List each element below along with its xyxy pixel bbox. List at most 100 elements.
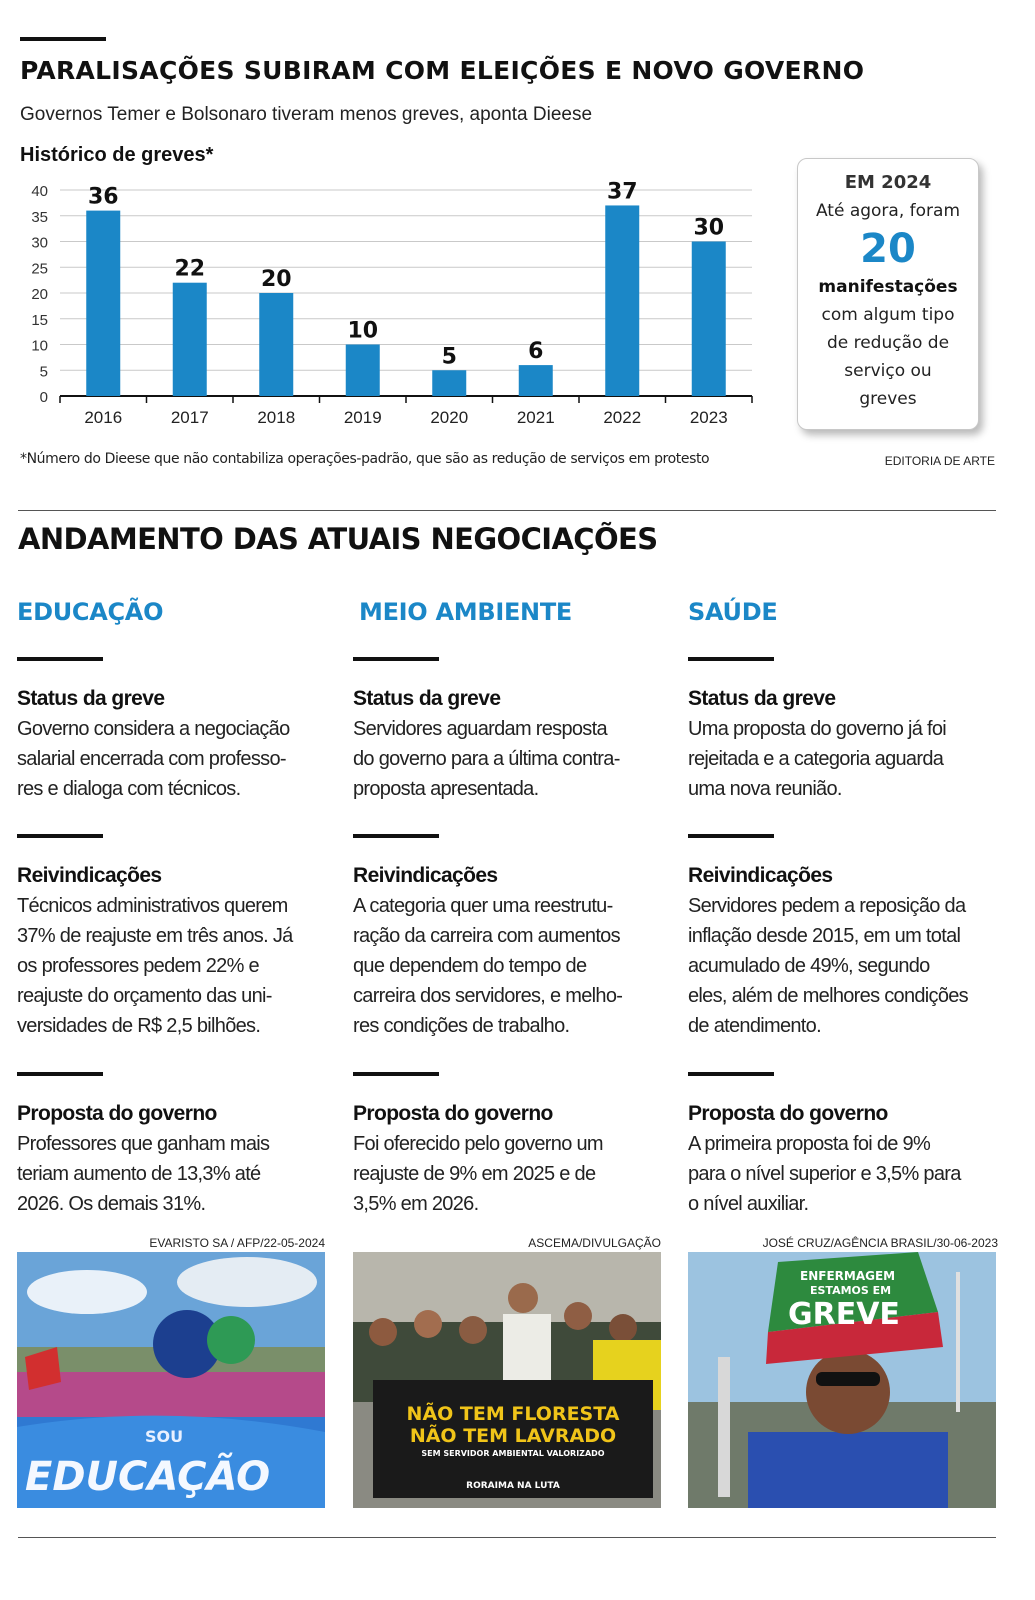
section-title: ANDAMENTO DAS ATUAIS NEGOCIAÇÕES — [18, 522, 658, 556]
y-tick-label: 5 — [40, 363, 48, 380]
photo-sign-text: NÃO TEM FLORESTA — [407, 1401, 620, 1425]
status-block: Status da greve Uma proposta do governo … — [688, 684, 1008, 804]
proposal-line: A primeira proposta foi de 9% — [688, 1133, 931, 1155]
block-rule — [17, 657, 103, 661]
proposal-block: Proposta do governo Foi oferecido pelo g… — [353, 1099, 673, 1219]
protest-photo-meio-ambiente: NÃO TEM FLORESTA NÃO TEM LAVRADO SEM SER… — [353, 1252, 661, 1508]
chart-footnote: *Número do Dieese que não contabiliza op… — [20, 451, 710, 467]
photo-sign-text: SOU — [145, 1427, 183, 1446]
claims-line: Servidores pedem a reposição da — [688, 895, 966, 917]
data-label: 22 — [174, 257, 205, 282]
status-line: Uma proposta do governo já foi — [688, 718, 947, 740]
y-tick-label: 20 — [31, 286, 48, 303]
photo-meio-ambiente: NÃO TEM FLORESTA NÃO TEM LAVRADO SEM SER… — [353, 1252, 661, 1508]
page-subtitle: Governos Temer e Bolsonaro tiveram menos… — [20, 104, 593, 125]
bar-2016 — [86, 210, 121, 396]
claims-line: que dependem do tempo de — [353, 955, 587, 977]
page-title: PARALISAÇÕES SUBIRAM COM ELEIÇÕES E NOVO… — [20, 56, 865, 85]
callout-line: serviço ou — [844, 361, 932, 381]
bar-2021 — [518, 365, 553, 396]
callout-number: 20 — [860, 226, 916, 272]
photo-sign-text: GREVE — [788, 1297, 900, 1332]
x-tick-label: 2016 — [84, 408, 122, 427]
column-saude: SAÚDE Status da greve Uma proposta do go… — [688, 0, 1008, 1600]
callout-bold-word: manifestações — [818, 277, 958, 297]
strikes-bar-chart: 0 5 10 15 20 25 30 35 40 36 2016 22 2017 20 2018 10 2019… — [31, 179, 753, 427]
claims-block: Reivindicações A categoria quer uma rees… — [353, 861, 673, 1041]
x-tick-label: 2021 — [517, 408, 555, 427]
status-title: Status da greve — [17, 687, 165, 710]
bottom-divider — [18, 1537, 996, 1538]
x-tick-label: 2022 — [603, 408, 641, 427]
claims-block: Reivindicações Servidores pedem a reposi… — [688, 861, 1008, 1041]
proposal-line: o nível auxiliar. — [688, 1193, 809, 1215]
data-label: 5 — [442, 344, 457, 369]
claims-line: acumulado de 49%, segundo — [688, 955, 930, 977]
status-line: salarial encerrada com professo- — [17, 748, 287, 770]
claims-line: reajuste do orçamento das uni- — [17, 985, 272, 1007]
claims-line: versidades de R$ 2,5 bilhões. — [17, 1015, 261, 1037]
claims-title: Reivindicações — [688, 864, 833, 887]
chart-title: Histórico de greves* — [20, 144, 214, 166]
category-title: SAÚDE — [688, 598, 778, 626]
block-rule — [17, 834, 103, 838]
proposal-title: Proposta do governo — [353, 1102, 553, 1125]
claims-title: Reivindicações — [353, 864, 498, 887]
claims-title: Reivindicações — [17, 864, 162, 887]
y-tick-label: 25 — [31, 260, 48, 277]
claims-line: ração da carreira com aumentos — [353, 925, 621, 947]
bar-2018 — [259, 293, 294, 396]
data-label: 37 — [607, 179, 638, 204]
bar-2017 — [172, 282, 207, 396]
claims-line: A categoria quer uma reestrutu- — [353, 895, 613, 917]
protest-photo-saude: ENFERMAGEM ESTAMOS EM GREVE — [688, 1252, 996, 1508]
claims-line: carreira dos servidores, e melho- — [353, 985, 623, 1007]
photo-sign-text: SEM SERVIDOR AMBIENTAL VALORIZADO — [421, 1449, 604, 1458]
proposal-line: 2026. Os demais 31%. — [17, 1193, 206, 1215]
x-tick-label: 2017 — [171, 408, 209, 427]
proposal-line: teriam aumento de 13,3% até — [17, 1163, 261, 1185]
x-tick-label: 2020 — [430, 408, 468, 427]
photo-sign-text: ESTAMOS EM — [810, 1284, 891, 1297]
status-line: Governo considera a negociação — [17, 718, 290, 740]
claims-line: de atendimento. — [688, 1015, 822, 1037]
status-line: proposta apresentada. — [353, 778, 539, 800]
y-tick-label: 35 — [31, 209, 48, 226]
status-line: Servidores aguardam resposta — [353, 718, 608, 740]
block-rule — [353, 834, 439, 838]
status-line: res e dialoga com técnicos. — [17, 778, 241, 800]
column-educacao: EDUCAÇÃO Status da greve Governo conside… — [17, 0, 337, 1600]
claims-block: Reivindicações Técnicos administrativos … — [17, 861, 337, 1041]
callout-heading: EM 2024 — [844, 172, 932, 193]
block-rule — [353, 1072, 439, 1076]
bar-2019 — [345, 344, 380, 396]
callout-line: com algum tipo — [821, 305, 955, 325]
status-line: do governo para a última contra- — [353, 748, 620, 770]
proposal-title: Proposta do governo — [17, 1102, 217, 1125]
category-title: EDUCAÇÃO — [17, 598, 164, 626]
category-title: MEIO AMBIENTE — [359, 598, 572, 626]
block-rule — [17, 1072, 103, 1076]
bar-2023 — [691, 241, 726, 396]
proposal-title: Proposta do governo — [688, 1102, 888, 1125]
data-label: 6 — [528, 339, 543, 364]
data-label: 10 — [347, 319, 378, 344]
proposal-block: Proposta do governo Professores que ganh… — [17, 1099, 337, 1219]
photo-credit: JOSÉ CRUZ/AGÊNCIA BRASIL/30-06-2023 — [762, 1236, 998, 1250]
claims-line: inflação desde 2015, em um total — [688, 925, 961, 947]
photo-sign-text: ENFERMAGEM — [800, 1269, 895, 1283]
photo-credit: ASCEMA/DIVULGAÇÃO — [528, 1236, 661, 1250]
claims-line: 37% de reajuste em três anos. Já — [17, 925, 293, 947]
y-tick-label: 40 — [31, 183, 48, 200]
block-rule — [688, 1072, 774, 1076]
status-title: Status da greve — [688, 687, 836, 710]
top-rule — [20, 37, 106, 41]
callout-line: Até agora, foram — [815, 201, 961, 221]
proposal-block: Proposta do governo A primeira proposta … — [688, 1099, 1008, 1219]
y-tick-label: 0 — [40, 389, 48, 406]
photo-saude: ENFERMAGEM ESTAMOS EM GREVE — [688, 1252, 996, 1508]
x-tick-label: 2023 — [690, 408, 728, 427]
proposal-line: 3,5% em 2026. — [353, 1193, 479, 1215]
proposal-line: Professores que ganham mais — [17, 1133, 270, 1155]
block-rule — [688, 657, 774, 661]
